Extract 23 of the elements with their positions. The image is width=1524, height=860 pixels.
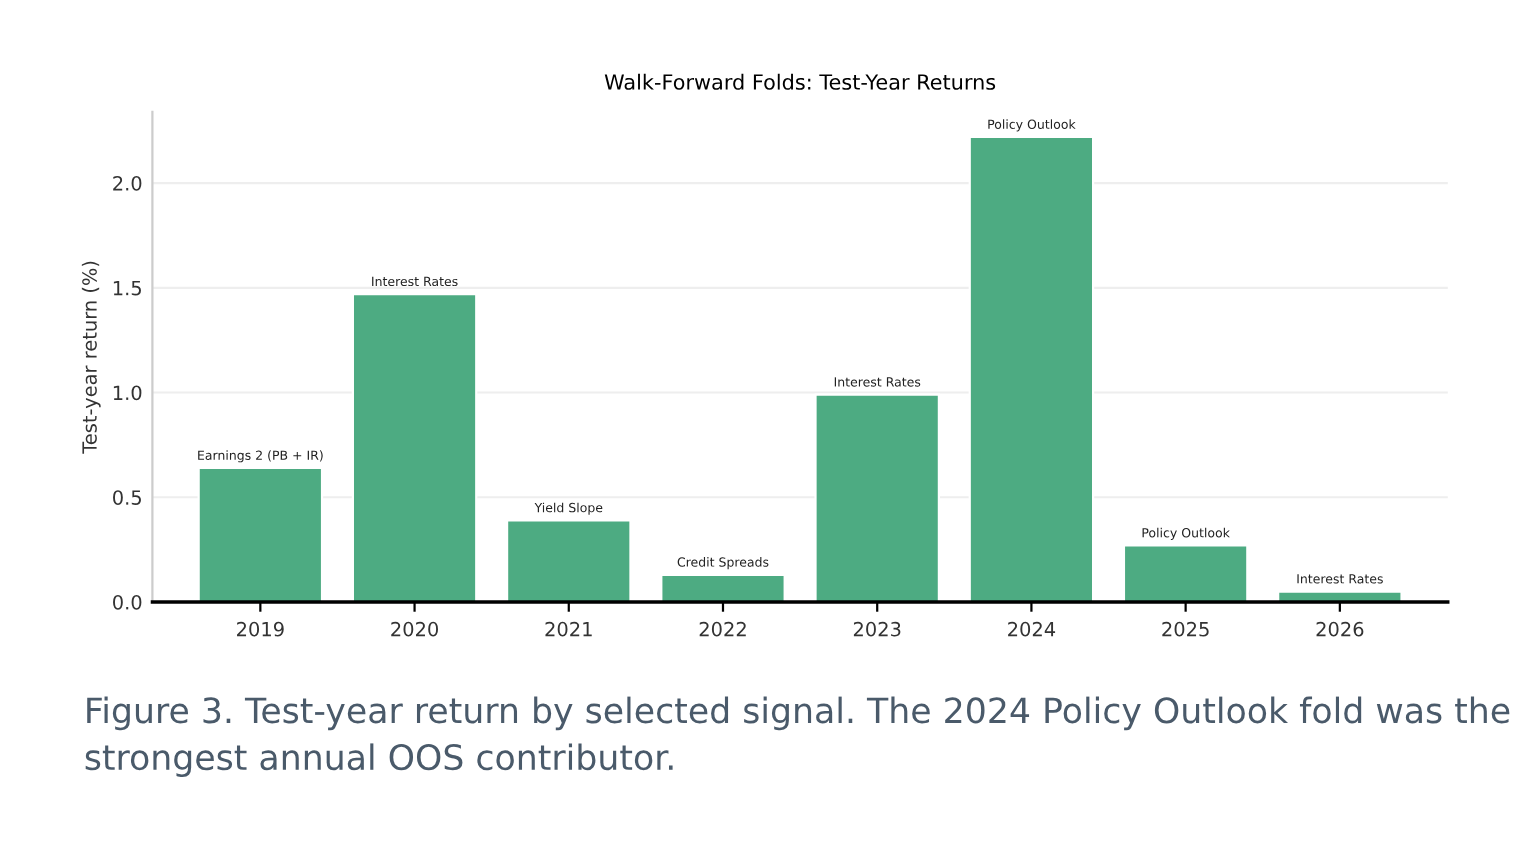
x-tick-label: 2023 [853,621,901,637]
x-tick-label: 2022 [699,621,746,637]
y-tick-label: 2.0 [113,175,142,191]
x-tick-label: 2026 [1316,621,1364,637]
bar [505,519,632,602]
y-axis-title: Test-year return (%) [81,261,101,454]
y-tick-label: 0.0 [113,594,142,610]
bar [197,466,324,602]
x-tick-label: 2020 [391,621,439,637]
caption: Figure 3. Test-year return by selected signal. The 2024 Policy Outlook fold was the strongest annual OOS contributor. [85,696,1510,777]
bar [660,573,786,602]
bar [814,393,940,602]
chart-title: Walk-Forward Folds: Test-Year Returns [604,73,996,90]
y-tick-label: 0.5 [113,490,141,505]
y-tick-label: 1.0 [113,385,142,401]
y-tick-label: 1.5 [113,280,141,296]
x-tick-label: 2021 [545,621,592,637]
x-tick-label: 2019 [237,621,284,637]
bar [1122,544,1249,602]
x-tick-label: 2024 [1008,621,1056,637]
bar [351,292,478,602]
bar [968,135,1095,602]
x-tick-label: 2025 [1162,621,1209,637]
